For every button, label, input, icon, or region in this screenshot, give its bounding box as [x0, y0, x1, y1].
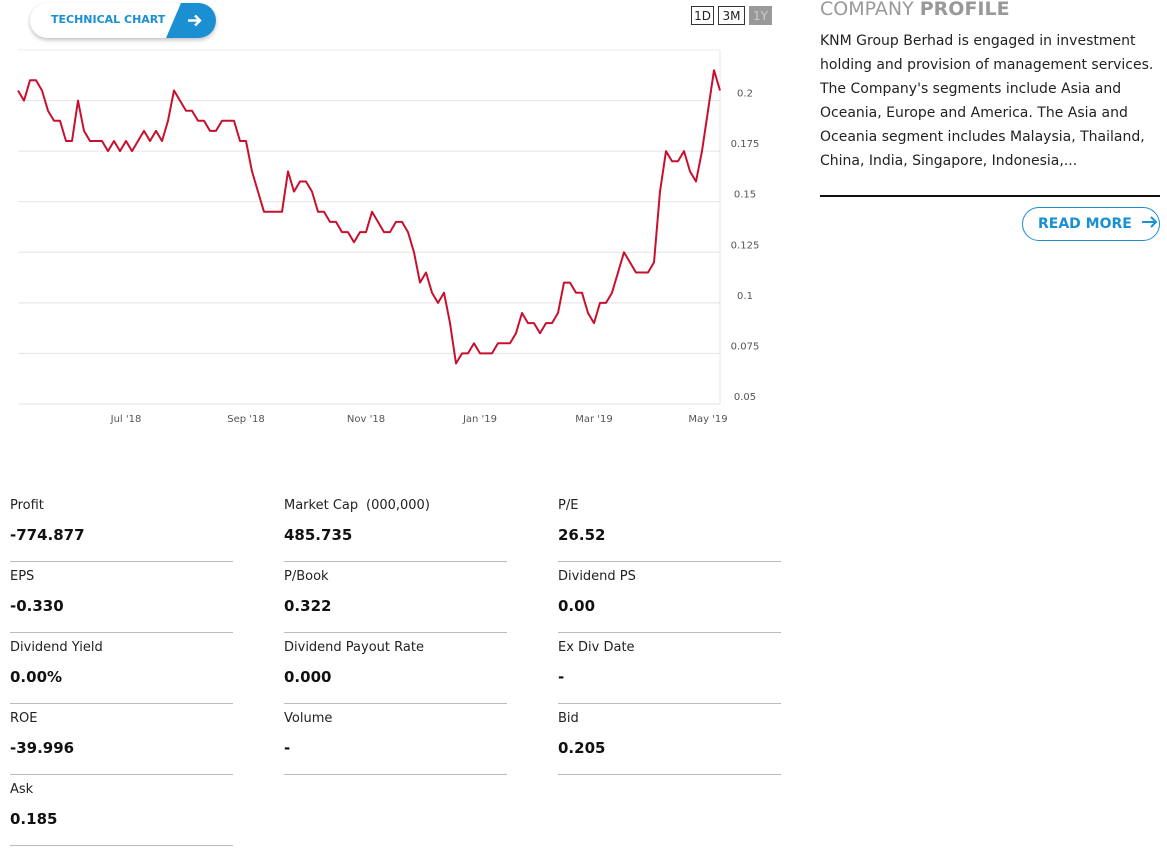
stat-divider [10, 845, 233, 846]
stat-label: Dividend Yield [10, 640, 103, 655]
price-line [17, 69, 721, 365]
price-chart: 0.05 0.075 0.1 0.125 0.15 0.175 0.2 Jul '18 Sep … [17, 49, 760, 425]
stat-divider [558, 632, 781, 633]
stat-divider [10, 703, 233, 704]
stat-divider [10, 632, 233, 633]
x-tick-label: May '19 [688, 414, 727, 425]
arrow-icon [1141, 216, 1158, 228]
stat-label: Ask [10, 782, 34, 797]
y-tick-label: 0.2 [737, 89, 753, 100]
y-tick-label: 0.175 [731, 139, 760, 150]
stat-divider [558, 774, 781, 775]
stat-value: -0.330 [10, 597, 64, 615]
stat-value: 0.185 [10, 810, 58, 828]
stat-value: 0.205 [558, 739, 606, 757]
title-bold: PROFILE [919, 0, 1010, 20]
stat-label: EPS [10, 569, 35, 584]
x-tick-label: Mar '19 [575, 414, 613, 425]
stat-value: - [558, 668, 565, 686]
profile-text: KNM Group Berhad is engaged in investmen… [820, 33, 1154, 169]
stat-label: P/Book [284, 569, 329, 584]
stat-divider [558, 561, 781, 562]
y-tick-label: 0.15 [734, 190, 756, 201]
stat-divider [284, 632, 507, 633]
stat-value: 0.00 [558, 597, 596, 615]
stat-value: 26.52 [558, 526, 606, 544]
x-tick-label: Jul '18 [110, 414, 142, 425]
stat-value: 0.322 [284, 597, 332, 615]
range-button[interactable]: 3M [718, 6, 745, 25]
x-tick-label: Jan '19 [462, 414, 497, 425]
stat-label: Volume [284, 711, 333, 726]
section-title: COMPANY PROFILE [820, 0, 1010, 20]
divider [820, 195, 1160, 197]
y-tick-label: 0.125 [731, 240, 760, 251]
stat-divider [284, 774, 507, 775]
stat-unit: (000,000) [366, 498, 430, 513]
stat-label: Market Cap [284, 498, 359, 513]
stat-label: Dividend Payout Rate [284, 640, 424, 655]
y-tick-label: 0.05 [734, 392, 756, 403]
stat-value: 0.000 [284, 668, 332, 686]
y-tick-label: 0.075 [731, 341, 760, 352]
stat-label: P/E [558, 498, 579, 513]
stat-value: 0.00% [10, 668, 63, 686]
y-tick-label: 0.1 [737, 291, 753, 302]
stat-divider [558, 703, 781, 704]
stat-label: ROE [10, 711, 38, 726]
button-label: TECHNICAL CHART [51, 13, 166, 26]
stat-divider [284, 703, 507, 704]
range-button[interactable]: 1Y [749, 6, 772, 25]
stat-label: Dividend PS [558, 569, 636, 584]
read-more-button[interactable]: READ MORE [1022, 207, 1160, 241]
stat-label: Ex Div Date [558, 640, 635, 655]
range-button[interactable]: 1D [691, 6, 714, 25]
stat-label: Profit [10, 498, 44, 513]
x-tick-label: Nov '18 [347, 414, 385, 425]
technical-chart-button[interactable]: TECHNICAL CHART [30, 3, 216, 38]
stat-value: - [284, 739, 291, 757]
stat-label: Bid [558, 711, 579, 726]
stat-divider [10, 561, 233, 562]
stat-value: -39.996 [10, 739, 75, 757]
stat-value: -774.877 [10, 526, 85, 544]
arrow-icon [188, 14, 202, 27]
stat-divider [10, 774, 233, 775]
button-label: READ MORE [1038, 216, 1132, 232]
x-tick-label: Sep '18 [227, 414, 265, 425]
title-light: COMPANY [820, 0, 914, 20]
stat-value: 485.735 [284, 526, 353, 544]
stat-divider [284, 561, 507, 562]
